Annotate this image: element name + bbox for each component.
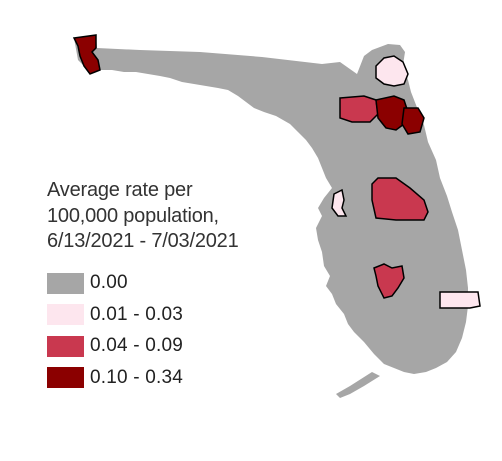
legend-swatch-2 (47, 335, 84, 357)
county-sarasota[interactable] (373, 263, 405, 299)
legend-swatch-1 (47, 304, 84, 326)
legend-item: 0.10 - 0.34 (47, 362, 239, 394)
county-nassau[interactable] (375, 55, 409, 87)
county-pinellas[interactable] (331, 188, 348, 217)
legend-title: Average rate per 100,000 population, 6/1… (47, 179, 239, 252)
legend-label: 0.01 - 0.03 (90, 303, 184, 325)
legend-label: 0.00 (90, 272, 128, 294)
map-legend: Average rate per 100,000 population, 6/1… (47, 178, 239, 394)
county-st-johns[interactable] (401, 107, 425, 135)
legend-item: 0.01 - 0.03 (47, 299, 239, 331)
county-alachua[interactable] (339, 95, 379, 123)
legend-item: 0.04 - 0.09 (47, 331, 239, 363)
legend-item: 0.00 (47, 268, 239, 300)
county-palm-beach[interactable] (439, 291, 481, 309)
county-escambia[interactable] (72, 34, 101, 75)
legend-swatch-0 (47, 272, 84, 294)
legend-swatch-3 (47, 367, 84, 389)
legend-label: 0.04 - 0.09 (90, 335, 184, 357)
county-layer (72, 34, 481, 309)
county-polk[interactable] (371, 177, 429, 221)
legend-items: 0.00 0.01 - 0.03 0.04 - 0.09 0.10 - 0.34 (47, 268, 239, 394)
legend-label: 0.10 - 0.34 (90, 366, 184, 388)
florida-keys (336, 372, 380, 398)
